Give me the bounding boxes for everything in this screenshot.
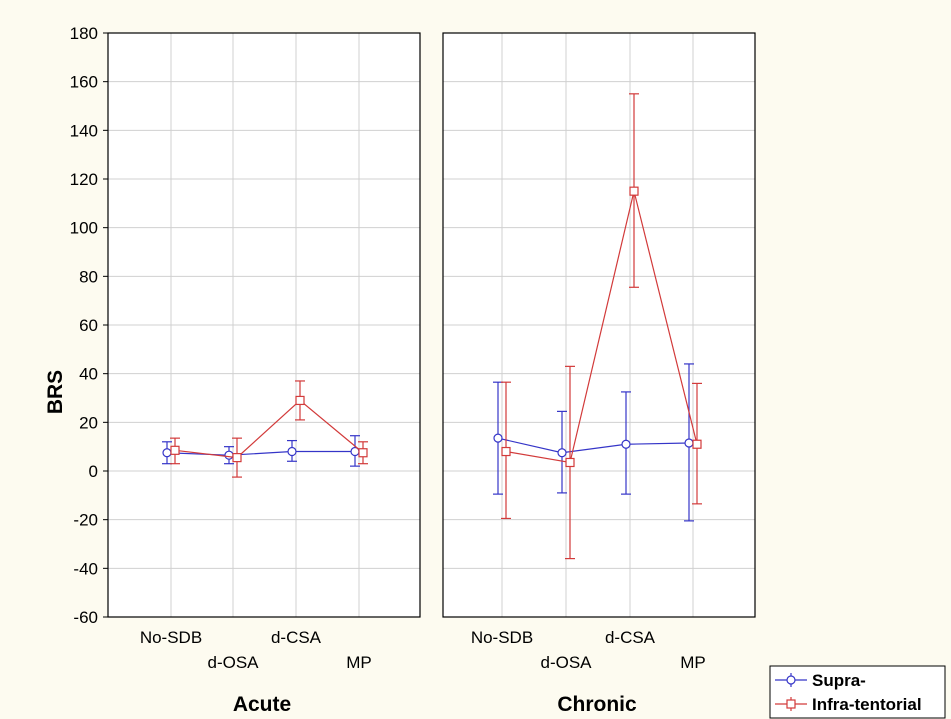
legend-marker-circle (786, 675, 796, 685)
y-tick-label: 140 (70, 121, 98, 140)
category-label: MP (680, 653, 706, 672)
y-tick-label: -40 (73, 559, 98, 578)
data-point-square (629, 186, 639, 196)
legend: Supra- Infra-tentorial (769, 665, 946, 719)
panel-frame (442, 32, 756, 618)
y-tick-label: 60 (79, 316, 98, 335)
data-point-circle (224, 450, 234, 460)
panel-label: Acute (233, 693, 291, 716)
gridlines (108, 32, 755, 618)
y-tick-label: 20 (79, 413, 98, 432)
legend-box (769, 665, 946, 719)
legend-marker-square (786, 699, 796, 709)
data-point-circle (287, 446, 297, 457)
legend-label: Infra-tentorial (812, 695, 922, 714)
category-label: MP (346, 653, 372, 672)
category-label: d-OSA (540, 653, 592, 672)
data-layer (162, 93, 702, 560)
data-point-circle (621, 439, 631, 449)
y-tick-label: 120 (70, 170, 98, 189)
panel-labels: Acute Chronic (233, 693, 637, 716)
legend-label: Supra- (812, 671, 866, 690)
panel-label: Chronic (557, 693, 637, 716)
data-point-square (501, 446, 511, 457)
y-tick-label: -20 (73, 511, 98, 530)
data-point-circle (684, 438, 694, 448)
y-tick-label: -60 (73, 608, 98, 627)
data-point-square (170, 445, 180, 455)
y-tick-label: 80 (79, 267, 98, 286)
y-axis-label: BRS (44, 370, 67, 414)
category-label: No-SDB (471, 628, 533, 647)
series-line (166, 450, 355, 456)
data-point-circle (162, 448, 172, 458)
y-tick-label: 180 (70, 24, 98, 43)
data-point-square (295, 395, 305, 406)
data-point-circle (493, 433, 503, 443)
category-labels: No-SDB d-OSA d-CSA MP No-SDB d-OSA d-CSA MP (140, 628, 706, 672)
category-label: d-OSA (207, 653, 259, 672)
series-line (497, 437, 690, 454)
series-line (174, 399, 364, 459)
data-point-square (358, 448, 368, 458)
y-axis-ticks: -60 -40 -20 0 20 40 60 80 100 120 140 160 180 (70, 24, 108, 627)
series-line (505, 191, 698, 464)
data-point-square (692, 439, 702, 449)
y-tick-label: 160 (70, 73, 98, 92)
y-tick-label: 0 (89, 462, 98, 481)
data-point-square (565, 457, 575, 468)
data-point-square (232, 453, 242, 463)
category-label: d-CSA (271, 628, 322, 647)
category-label: d-CSA (605, 628, 656, 647)
category-label: No-SDB (140, 628, 202, 647)
y-tick-label: 100 (70, 219, 98, 238)
data-point-circle (557, 448, 567, 458)
y-tick-label: 40 (79, 365, 98, 384)
